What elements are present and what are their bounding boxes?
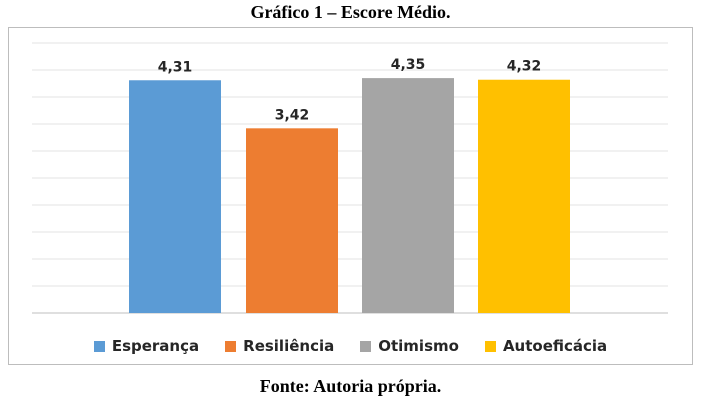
figure-source: Fonte: Autoria própria. xyxy=(259,376,442,396)
data-label-4: 4,32 xyxy=(507,59,542,75)
legend-item-2: Resiliência xyxy=(225,337,334,355)
legend-item-1: Esperança xyxy=(93,337,200,355)
legend-label: Resiliência xyxy=(243,337,335,355)
data-label-1: 4,31 xyxy=(158,59,193,75)
chart-frame xyxy=(8,27,693,365)
legend-swatch xyxy=(484,340,496,352)
data-label-2: 3,42 xyxy=(275,107,310,123)
legend-label: Autoeficácia xyxy=(502,337,608,355)
legend-swatch xyxy=(360,340,372,352)
bar-3 xyxy=(362,78,454,313)
figure-title: Gráfico 1 – Escore Médio. xyxy=(250,2,451,22)
legend-label: Otimismo xyxy=(378,337,459,355)
data-label-3: 4,35 xyxy=(391,57,426,73)
bar-2 xyxy=(246,128,338,313)
legend-label: Esperança xyxy=(111,337,200,355)
bar-4 xyxy=(478,79,570,313)
chart-legend: Esperança Resiliência Otimismo Autoeficácia xyxy=(0,334,701,358)
bar-1 xyxy=(129,80,221,313)
legend-swatch xyxy=(225,340,237,352)
legend-item-4: Autoeficácia xyxy=(484,337,608,355)
legend-item-3: Otimismo xyxy=(360,337,459,355)
legend-swatch xyxy=(93,340,105,352)
